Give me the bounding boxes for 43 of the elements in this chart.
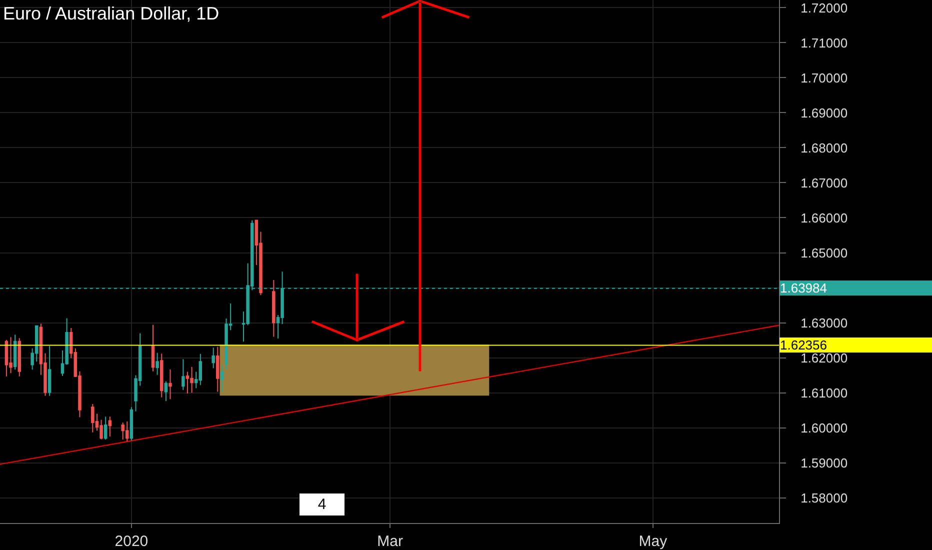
y-tick-label: 1.72000 xyxy=(800,0,848,16)
x-tick-label: 2020 xyxy=(114,533,148,550)
candlestick xyxy=(182,358,185,390)
y-tick-label: 1.62000 xyxy=(800,350,848,366)
y-tick-label: 1.58000 xyxy=(800,490,848,506)
x-tick-label: Mar xyxy=(377,533,403,550)
candlestick xyxy=(13,334,17,370)
y-tick-label: 1.63000 xyxy=(800,315,848,330)
y-tick-label: 1.65000 xyxy=(800,245,848,260)
annotation: 4 xyxy=(318,496,326,513)
y-tick-label: 1.68000 xyxy=(800,140,848,156)
candlestick xyxy=(9,336,12,374)
candlestick xyxy=(220,364,224,392)
candlestick xyxy=(216,346,220,392)
candlestick xyxy=(212,347,215,369)
y-tick-label: 1.69000 xyxy=(800,105,848,120)
candlestick xyxy=(156,352,159,376)
candlestick xyxy=(48,345,52,396)
y-tick-label: 1.67000 xyxy=(800,175,848,190)
y-tick-label: 1.66000 xyxy=(800,210,848,226)
candlestick xyxy=(190,366,194,394)
candlestick xyxy=(4,339,8,377)
candlestick xyxy=(18,338,22,377)
candlestick xyxy=(130,406,134,441)
candlestick xyxy=(186,371,190,394)
candlestick xyxy=(168,368,172,400)
x-tick-label: May xyxy=(638,533,668,550)
candlestick xyxy=(151,324,155,372)
y-tick-label: 1.59000 xyxy=(800,455,848,470)
ref-line-label: 1.63984 xyxy=(780,280,827,296)
chart-title: Euro / Australian Dollar, 1D xyxy=(3,3,220,24)
y-tick-label: 1.61000 xyxy=(800,385,848,400)
ref-line-label: 1.62356 xyxy=(780,338,827,352)
candlestick xyxy=(164,380,168,402)
y-tick-label: 1.70000 xyxy=(800,70,848,86)
candlestick xyxy=(91,403,94,433)
candlestick xyxy=(198,353,202,386)
y-tick-label: 1.71000 xyxy=(800,35,848,50)
candlestick xyxy=(272,280,276,338)
candlestick xyxy=(160,353,164,398)
candlestick xyxy=(108,416,112,438)
candlestick xyxy=(104,416,108,440)
y-tick-label: 1.60000 xyxy=(800,420,848,436)
